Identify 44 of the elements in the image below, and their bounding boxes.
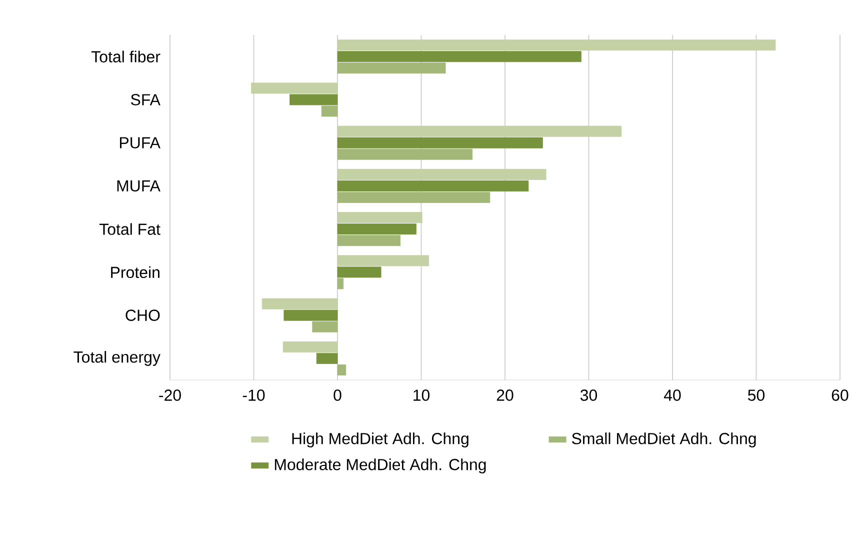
x-tick-label: 0: [334, 390, 342, 401]
bar: [337, 62, 446, 74]
x-tick-label: 20: [496, 390, 514, 401]
x-tick-label: 30: [580, 390, 598, 401]
bar: [312, 321, 338, 332]
bar: [290, 94, 338, 106]
bar: [337, 364, 346, 376]
bar: [337, 266, 382, 278]
y-tick-label: CHO: [126, 310, 160, 321]
y-tick-label: Protein: [111, 266, 160, 278]
bar: [282, 341, 338, 352]
bar: [337, 148, 473, 160]
x-tick-label: 60: [832, 390, 848, 401]
legend-label: High MedDiet Adh. Chng: [292, 432, 468, 448]
bar: [262, 298, 338, 310]
bar: [337, 180, 529, 192]
y-tick-label: SFA: [130, 94, 160, 106]
y-tick-label: MUFA: [117, 180, 160, 192]
bar: [251, 82, 338, 94]
bar: [337, 278, 344, 290]
bar: [337, 255, 429, 266]
bar: [337, 192, 490, 203]
x-tick-label: 40: [664, 390, 681, 401]
bar: [337, 40, 776, 51]
y-tick-label: Total energy: [74, 350, 160, 366]
x-tick-label: 50: [748, 390, 765, 401]
x-tick-label: 10: [414, 390, 430, 401]
y-tick-label: Total Fat: [99, 223, 160, 235]
y-tick-label: Total fiber: [91, 50, 160, 62]
bar: [337, 51, 582, 62]
bar: [337, 212, 422, 224]
bar: [337, 126, 622, 137]
bar: [316, 352, 338, 364]
x-tick-label: -10: [242, 390, 265, 401]
bar: [337, 235, 401, 246]
bar: [337, 224, 416, 235]
bar: [337, 137, 543, 148]
bar: [337, 168, 546, 180]
legend-label: Small MedDiet Adh. Chng: [572, 432, 756, 448]
bar: [284, 310, 338, 321]
x-tick-label: -20: [159, 390, 181, 401]
legend-label: Moderate MedDiet Adh. Chng: [274, 458, 486, 474]
y-tick-label: PUFA: [120, 137, 160, 148]
bar: [321, 106, 338, 117]
